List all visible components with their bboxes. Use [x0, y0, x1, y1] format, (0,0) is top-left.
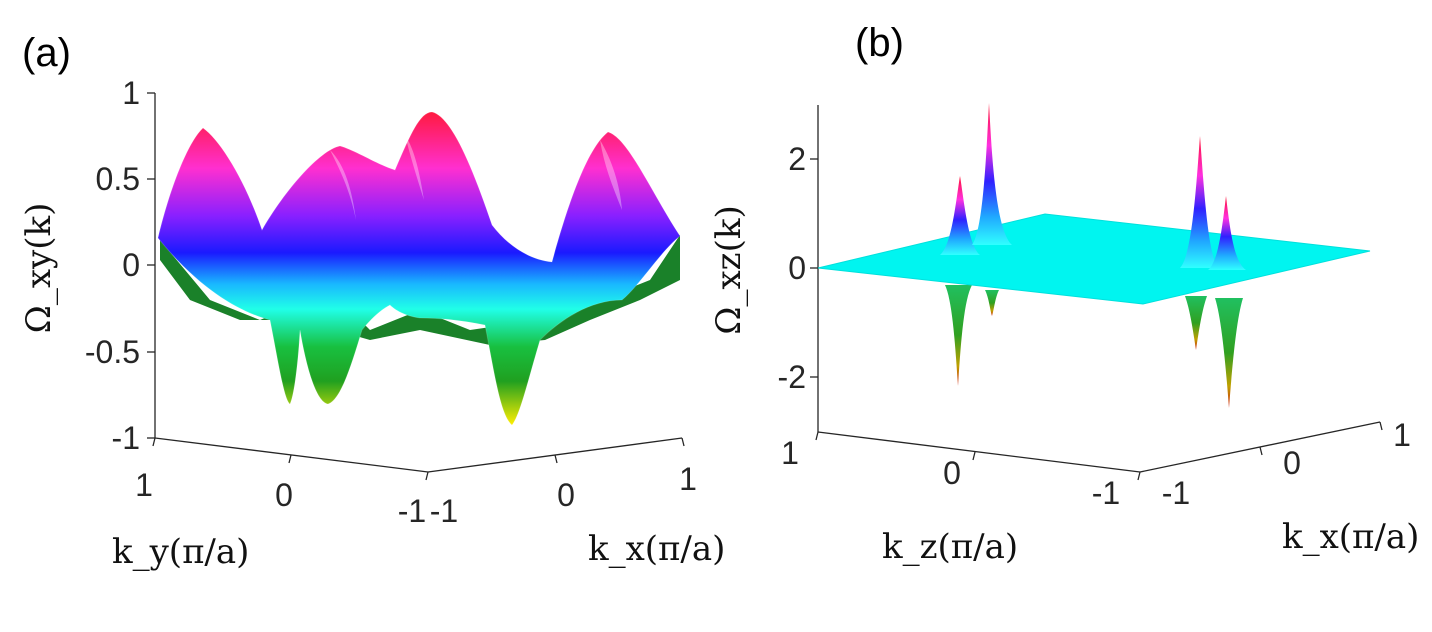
panel-a-label: (a)	[22, 31, 71, 75]
panel-a-z-label: Ω_xy(k)	[19, 203, 59, 334]
panel-b-kz-tick: 1	[781, 435, 799, 471]
panel-b-kx-tickmarks	[1259, 421, 1383, 456]
panel-b-label: (b)	[855, 21, 904, 65]
panel-b-peak-down	[985, 290, 999, 316]
panel-b-peak-up	[1208, 196, 1246, 270]
panel-b-positive-peaks	[940, 103, 1246, 270]
panel-b-z-tick: 2	[788, 141, 806, 177]
panel-b-zero-plane	[817, 213, 1371, 305]
panel-a-ky-axis	[154, 437, 429, 473]
panel-a-z-tick: -1	[112, 420, 140, 456]
panel-b-kx-label: k_x(π/a)	[1282, 517, 1419, 557]
panel-b-peak-up	[972, 103, 1012, 245]
panel-b-kx-tick: -1	[1162, 475, 1190, 511]
panel-b-z-tick: 0	[788, 250, 806, 286]
panel-a-ky-tick: 1	[135, 467, 153, 503]
panel-b-peak-up	[1180, 136, 1218, 268]
panel-a-kx-tick: 1	[679, 461, 697, 497]
panel-b-kx-tick: 1	[1393, 417, 1411, 453]
panel-b-kz-tick: -1	[1092, 475, 1120, 511]
panel-b-kz-tickmarks	[815, 431, 1141, 481]
panel-a-z-tickmarks	[147, 92, 155, 439]
panel-a-kx-tickmarks	[554, 437, 685, 464]
panel-a-kx-tick: 0	[557, 477, 575, 513]
panel-a-z-tick: -0.5	[85, 334, 140, 370]
panel-a: (a) 1 0.5 0 -0.5 -1 1 0 -1	[19, 31, 725, 572]
panel-a-z-tick: 1	[122, 75, 140, 111]
panel-b-kz-axis	[817, 431, 1141, 473]
panel-b-negative-peaks	[945, 285, 1243, 408]
panel-b-z-label: Ω_xz(k)	[709, 205, 749, 334]
panel-a-z-ticklabels: 1 0.5 0 -0.5 -1	[85, 75, 140, 456]
panel-a-z-tick: 0	[122, 247, 140, 283]
panel-b-peak-down	[1185, 296, 1207, 350]
panel-b-kx-tick: 0	[1283, 445, 1301, 481]
panel-b-kz-label: k_z(π/a)	[882, 527, 1018, 567]
panel-b-kz-tick: 0	[943, 455, 961, 491]
panel-a-z-tick: 0.5	[96, 161, 140, 197]
panel-b-z-tickmarks	[810, 158, 818, 378]
panel-b-peak-down	[945, 285, 972, 386]
panel-a-surface	[157, 111, 681, 426]
panel-a-ky-tick: -1	[398, 493, 426, 529]
panel-b: (b) 2 0 -2 1 0 -1 -1 0 1 Ω_xz(k) k_z(π/a…	[709, 21, 1419, 567]
panel-b-peak-down	[1215, 298, 1243, 408]
panel-a-kx-tick: -1	[430, 493, 458, 529]
panel-b-peak-up	[940, 176, 980, 255]
panel-b-z-tick: -2	[778, 359, 806, 395]
panel-a-kx-label: k_x(π/a)	[588, 529, 725, 569]
panel-a-ky-label: k_y(π/a)	[112, 532, 249, 572]
panel-a-ky-tickmarks	[152, 437, 429, 481]
panel-a-ky-tick: 0	[275, 477, 293, 513]
